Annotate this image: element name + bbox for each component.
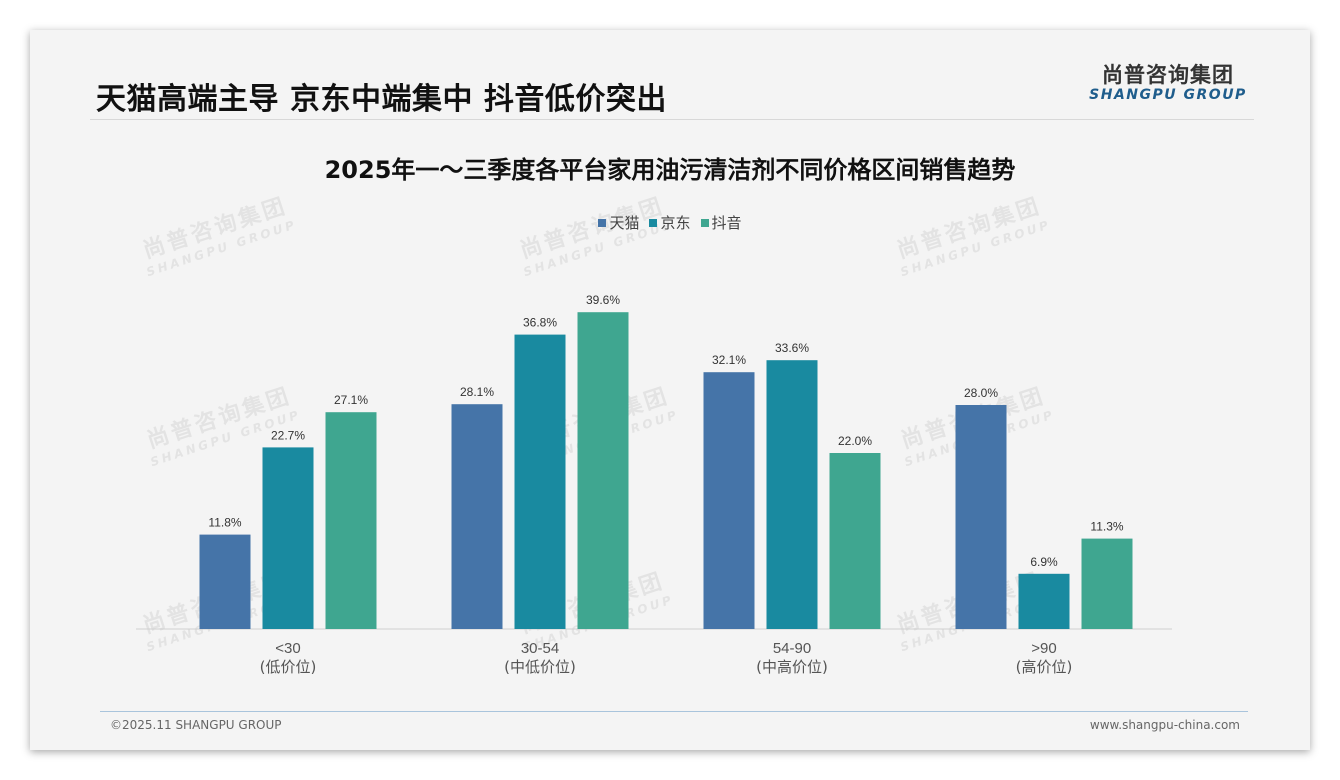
logo-chinese-name: 尚普咨询集团 bbox=[1102, 63, 1234, 87]
bar bbox=[955, 405, 1007, 629]
page-headline: 天猫高端主导 京东中端集中 抖音低价突出 bbox=[96, 82, 667, 117]
x-tick-label: >90 bbox=[1031, 640, 1056, 657]
x-tick-sublabel: (中高价位) bbox=[756, 658, 828, 676]
bar bbox=[199, 534, 251, 629]
logo-english-name: SHANGPU GROUP bbox=[1089, 87, 1247, 103]
company-logo: 尚普咨询集团 SHANGPU GROUP bbox=[1088, 63, 1248, 103]
legend-swatch bbox=[700, 218, 709, 227]
data-label: 28.0% bbox=[964, 386, 998, 400]
bar bbox=[262, 447, 314, 629]
legend-label: 京东 bbox=[660, 214, 691, 232]
x-tick-label: <30 bbox=[275, 640, 300, 657]
x-tick-sublabel: (中低价位) bbox=[504, 658, 576, 676]
data-label: 39.6% bbox=[586, 293, 620, 307]
slide: 天猫高端主导 京东中端集中 抖音低价突出 尚普咨询集团 SHANGPU GROU… bbox=[30, 30, 1310, 750]
x-tick-sublabel: (低价位) bbox=[260, 658, 317, 676]
bar bbox=[829, 453, 881, 629]
bar-chart: 11.8% 22.7% 27.1% <30(低价位) 28.1% 36.8% 39.6% 30… bbox=[136, 293, 1172, 676]
legend-item-douyin: 抖音 bbox=[700, 212, 742, 233]
data-label: 36.8% bbox=[523, 316, 557, 330]
data-label: 22.7% bbox=[271, 428, 305, 442]
bar bbox=[1018, 573, 1070, 629]
legend-label: 天猫 bbox=[609, 214, 640, 232]
data-label: 6.9% bbox=[1030, 555, 1058, 569]
legend-item-tmall: 天猫 bbox=[598, 212, 639, 233]
data-label: 11.3% bbox=[1090, 520, 1123, 534]
bar bbox=[451, 404, 503, 629]
x-tick-label: 54-90 bbox=[773, 640, 811, 657]
legend-item-jd: 京东 bbox=[649, 212, 691, 233]
bar bbox=[703, 372, 755, 629]
bar bbox=[577, 312, 629, 629]
footer-website: www.shangpu-china.com bbox=[1089, 718, 1240, 732]
legend-label: 抖音 bbox=[711, 214, 742, 232]
x-tick-sublabel: (高价位) bbox=[1016, 658, 1073, 676]
bar bbox=[325, 412, 377, 629]
data-label: 22.0% bbox=[838, 434, 872, 448]
header-divider bbox=[90, 119, 1254, 120]
legend-swatch bbox=[598, 218, 607, 227]
data-label: 32.1% bbox=[712, 353, 746, 367]
data-label: 11.8% bbox=[208, 516, 241, 530]
data-label: 28.1% bbox=[460, 385, 494, 399]
chart-legend: 天猫 京东 抖音 bbox=[30, 212, 1310, 233]
footer-copyright: ©2025.11 SHANGPU GROUP bbox=[110, 718, 282, 732]
x-tick-label: 30-54 bbox=[521, 640, 559, 657]
data-label: 27.1% bbox=[334, 393, 368, 407]
bar bbox=[766, 360, 818, 629]
data-label: 33.6% bbox=[775, 341, 809, 355]
chart-title: 2025年一～三季度各平台家用油污清洁剂不同价格区间销售趋势 bbox=[324, 156, 1016, 184]
bar bbox=[514, 334, 566, 629]
footer-divider bbox=[100, 711, 1248, 712]
bar bbox=[1081, 538, 1133, 629]
legend-swatch bbox=[649, 218, 658, 227]
